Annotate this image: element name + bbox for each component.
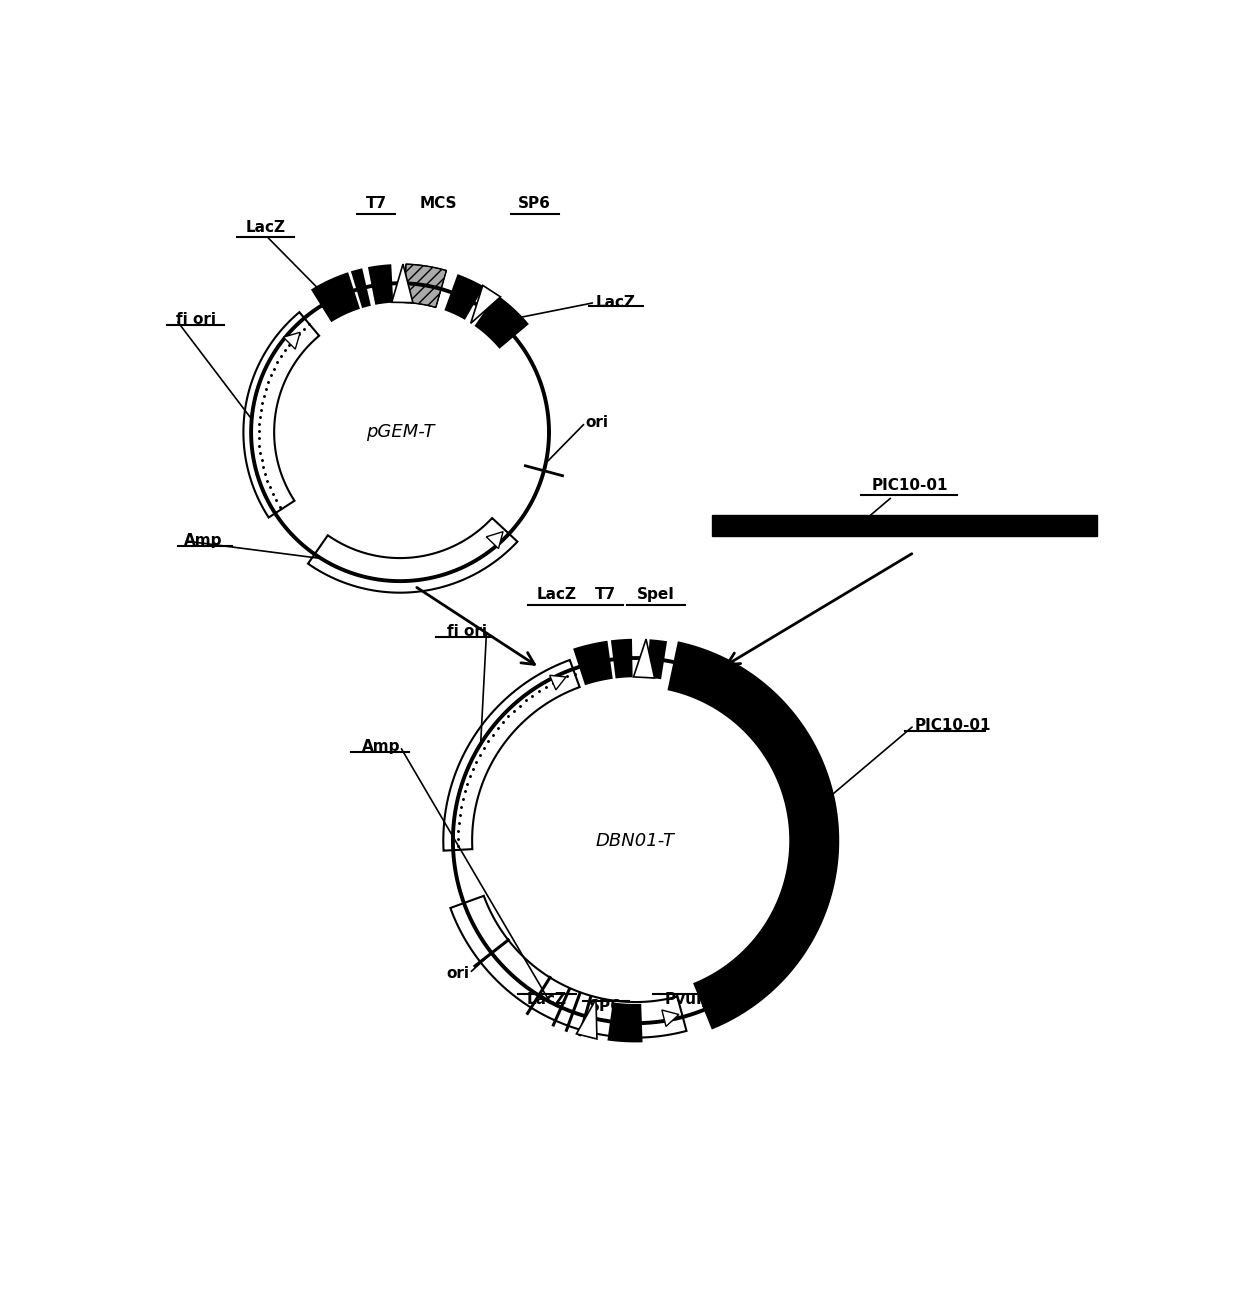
Text: fi ori: fi ori	[446, 624, 486, 638]
Polygon shape	[308, 519, 517, 593]
Polygon shape	[471, 285, 501, 323]
Polygon shape	[311, 272, 360, 322]
Text: PIC10-01: PIC10-01	[872, 478, 947, 493]
Text: PIC10-01: PIC10-01	[914, 718, 991, 732]
Polygon shape	[444, 274, 484, 319]
Polygon shape	[647, 640, 667, 679]
Text: PvuI: PvuI	[665, 993, 702, 1007]
Polygon shape	[450, 896, 687, 1037]
Polygon shape	[702, 988, 727, 1010]
Polygon shape	[634, 638, 655, 678]
Text: SpeI: SpeI	[637, 588, 675, 602]
Text: fi ori: fi ori	[176, 313, 216, 327]
Polygon shape	[283, 332, 300, 349]
Text: ori: ori	[585, 416, 609, 430]
Polygon shape	[368, 265, 393, 305]
Text: LacZ: LacZ	[595, 294, 635, 310]
Polygon shape	[549, 675, 565, 689]
Polygon shape	[577, 999, 596, 1038]
Polygon shape	[243, 313, 319, 517]
Polygon shape	[611, 638, 632, 679]
Text: MCS: MCS	[420, 197, 458, 211]
Text: SP6: SP6	[518, 197, 551, 211]
Text: LacZ: LacZ	[246, 220, 285, 235]
Polygon shape	[351, 268, 371, 308]
Polygon shape	[662, 1010, 678, 1027]
Text: Amp: Amp	[362, 739, 401, 754]
Polygon shape	[475, 294, 529, 349]
Text: LacZ: LacZ	[537, 588, 577, 602]
Polygon shape	[444, 661, 579, 851]
Polygon shape	[392, 265, 413, 302]
Polygon shape	[573, 641, 613, 685]
Bar	[712, 515, 1096, 536]
Text: DBN01-T: DBN01-T	[596, 831, 675, 850]
Text: ori: ori	[446, 966, 469, 981]
Polygon shape	[404, 265, 446, 308]
Text: LacZ: LacZ	[527, 993, 567, 1007]
Text: T7: T7	[595, 588, 616, 602]
Polygon shape	[486, 532, 503, 549]
Text: SP6: SP6	[589, 999, 622, 1014]
Text: pGEM-T: pGEM-T	[366, 423, 434, 442]
Polygon shape	[608, 1002, 642, 1042]
Text: Amp: Amp	[184, 533, 222, 549]
Polygon shape	[667, 641, 839, 1029]
Text: T7: T7	[366, 197, 387, 211]
